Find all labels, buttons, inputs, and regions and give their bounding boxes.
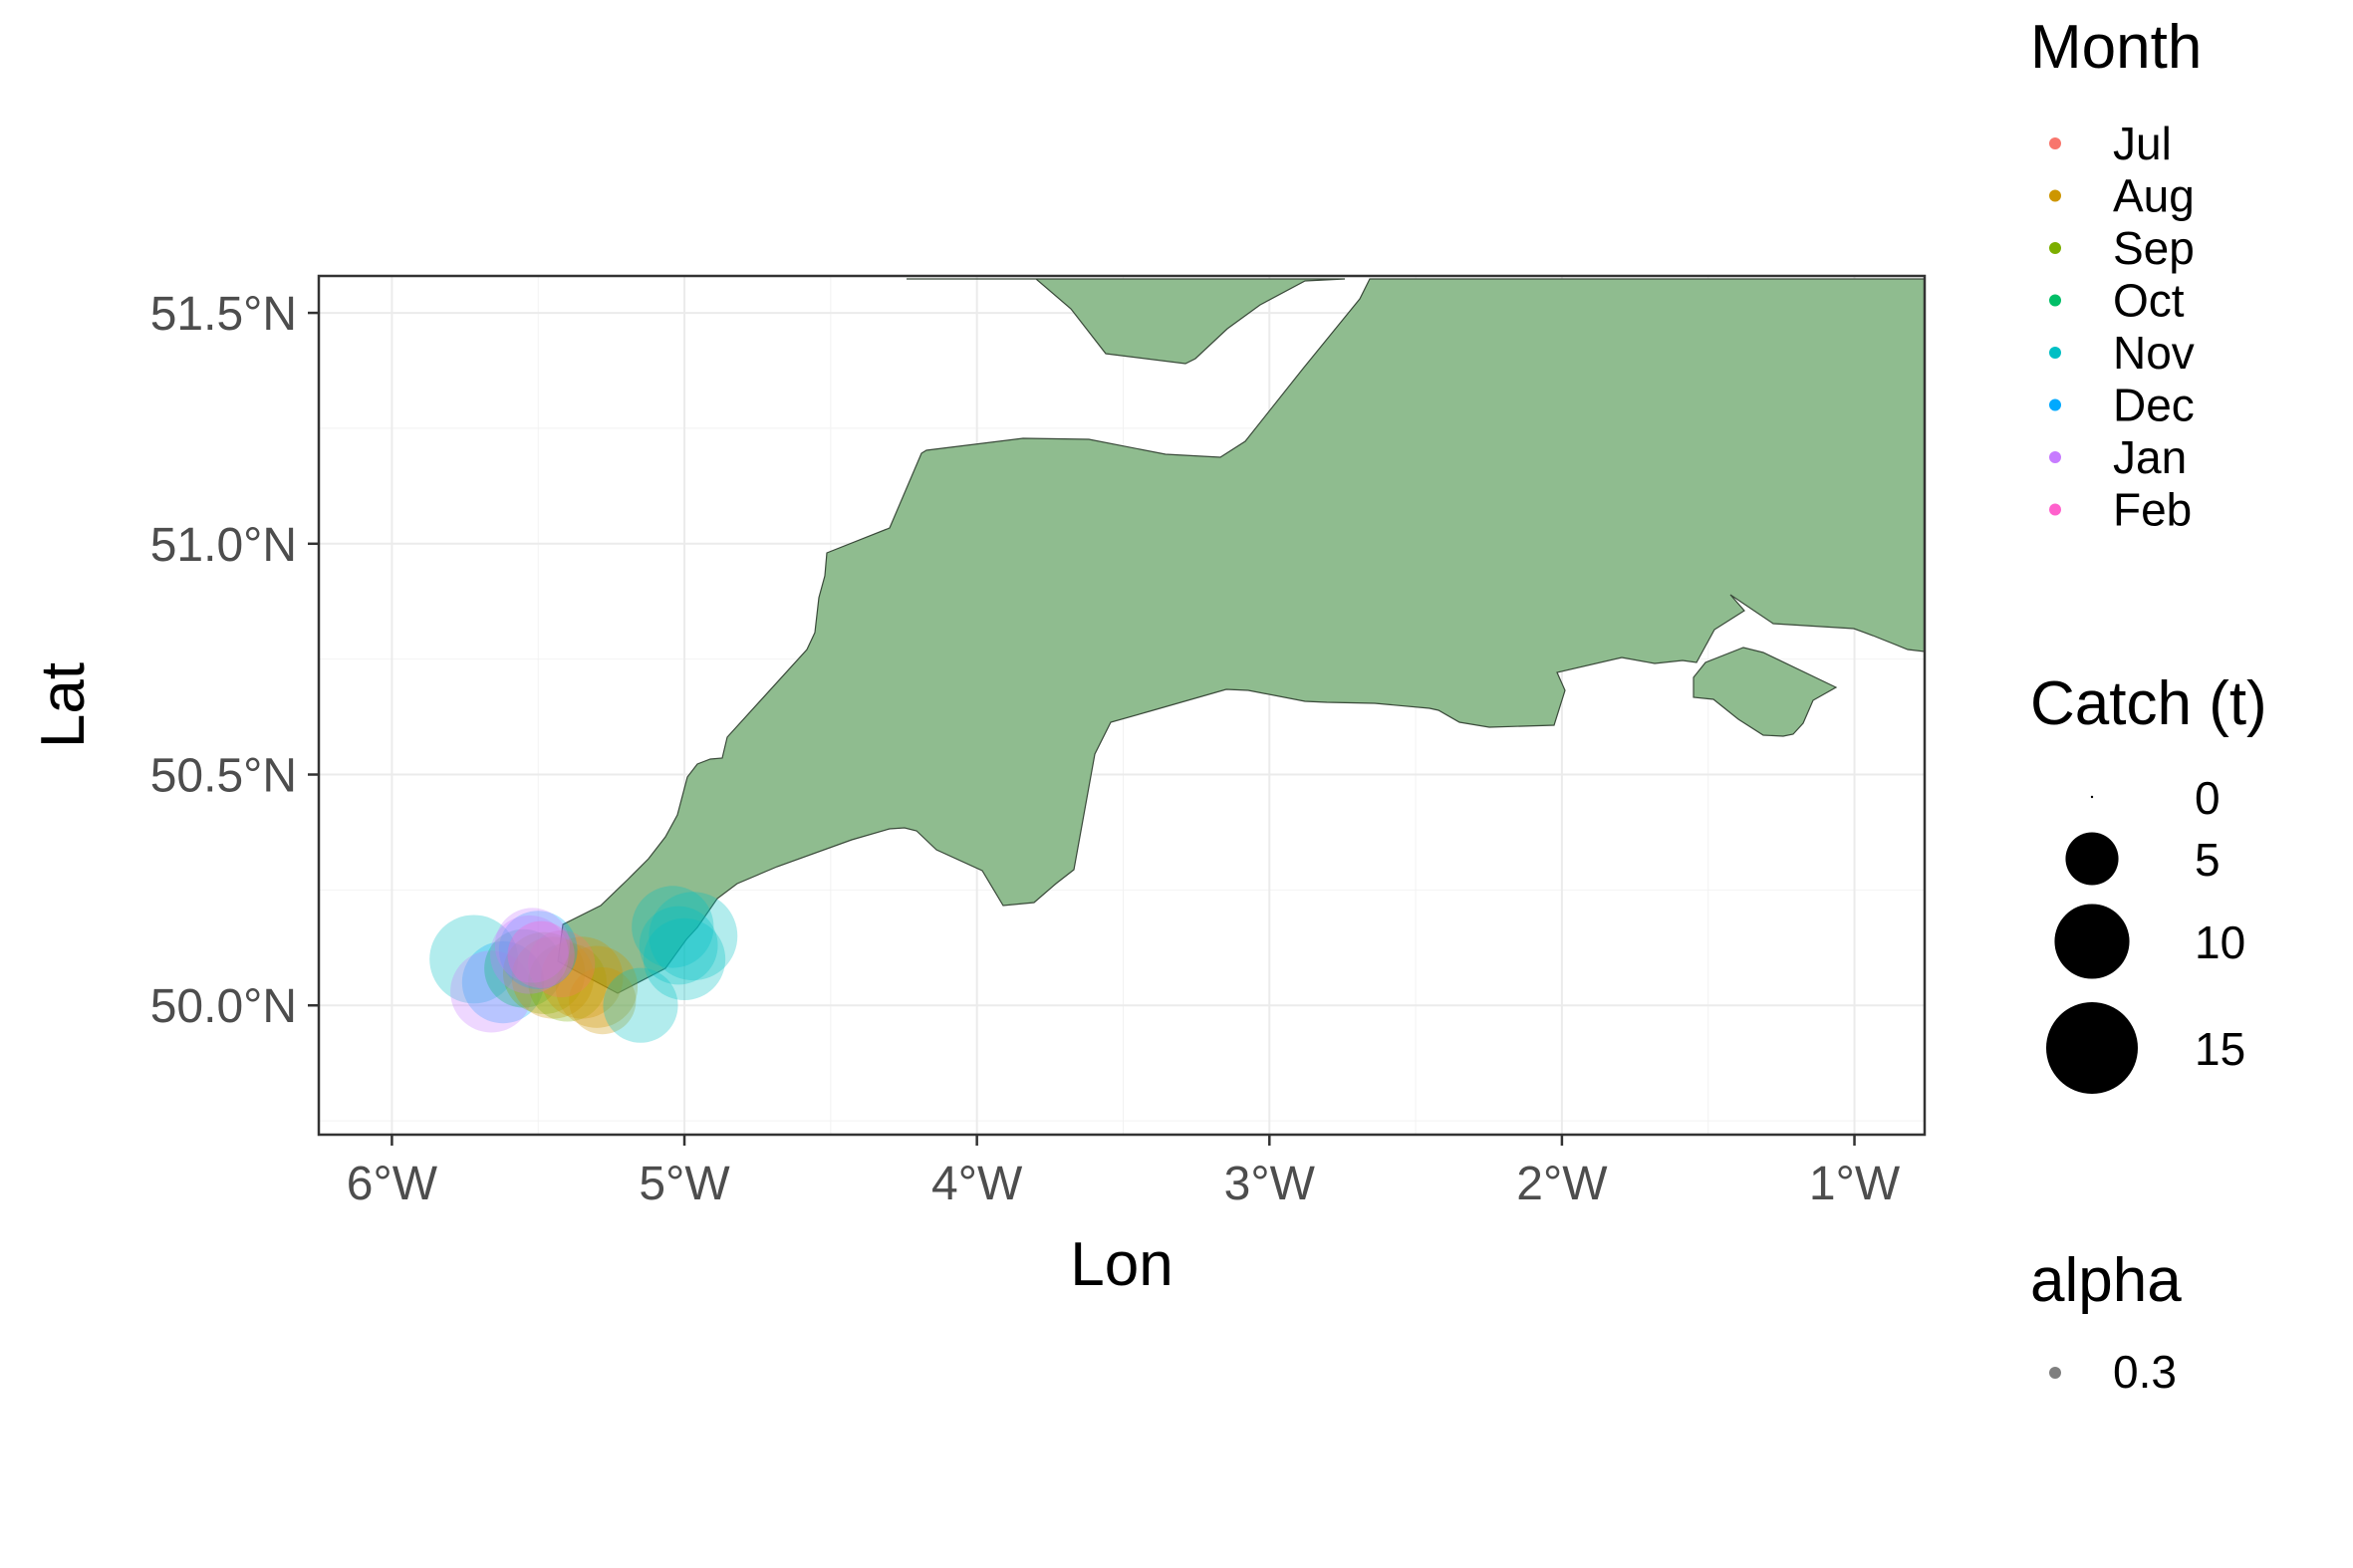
catch-point xyxy=(502,931,586,1014)
catch-point xyxy=(555,945,639,1028)
catch-point xyxy=(484,928,563,1008)
catch-point xyxy=(450,950,533,1033)
legend-catch-key xyxy=(2046,1002,2138,1094)
catch-point xyxy=(643,917,726,1001)
legend-alpha-title: alpha xyxy=(2030,1246,2182,1315)
catch-point xyxy=(639,906,718,985)
legend-month-key xyxy=(2049,398,2061,411)
x-tick-label: 2°W xyxy=(1516,1158,1608,1210)
legend-month-label: Nov xyxy=(2113,327,2195,379)
land-north-coast xyxy=(907,278,1346,365)
legend-month-key xyxy=(2049,503,2061,516)
legend-month-key xyxy=(2049,294,2061,307)
legend-month-label: Jan xyxy=(2113,431,2187,483)
legend-alpha-key xyxy=(2049,1367,2061,1379)
x-tick-label: 4°W xyxy=(931,1158,1023,1210)
legend-catch-key xyxy=(2090,795,2094,799)
catch-point xyxy=(507,920,575,988)
legend-month-key xyxy=(2049,347,2061,359)
x-tick-label: 1°W xyxy=(1809,1158,1901,1210)
catch-point xyxy=(649,892,738,981)
catch-point xyxy=(603,967,678,1043)
catch-point xyxy=(490,915,569,994)
y-tick-label: 50.5°N xyxy=(150,750,297,803)
legend-month-key xyxy=(2049,451,2061,463)
legend-month-title: Month xyxy=(2030,13,2202,82)
catch-point xyxy=(494,908,570,983)
catch-point xyxy=(541,936,624,1019)
legend-catch: Catch (t) 0 5 10 15 xyxy=(2030,669,2267,1094)
catch-point xyxy=(528,942,607,1022)
legend-month-label: Oct xyxy=(2113,275,2185,327)
land-mainland xyxy=(557,278,1925,994)
legend-catch-key xyxy=(2054,904,2130,979)
y-axis-title: Lat xyxy=(29,662,98,748)
x-tick-label: 5°W xyxy=(639,1158,730,1210)
x-axis: 6°W 5°W 4°W 3°W 2°W 1°W xyxy=(347,1135,1901,1210)
catch-point xyxy=(569,967,637,1035)
catch-point xyxy=(498,911,578,990)
legend-catch-key xyxy=(2065,832,2119,886)
legend-month-label: Feb xyxy=(2113,484,2192,536)
legend-catch-label: 15 xyxy=(2195,1023,2245,1075)
catch-point xyxy=(461,940,545,1024)
catch-point xyxy=(429,915,519,1004)
legend-month-label: Sep xyxy=(2113,222,2195,274)
catch-point xyxy=(632,886,714,968)
legend-catch-title: Catch (t) xyxy=(2030,669,2267,738)
legend-month-key xyxy=(2049,189,2061,202)
plot-panel-border xyxy=(317,274,1927,1137)
legend-catch-label: 0 xyxy=(2195,772,2221,824)
legend-catch-label: 5 xyxy=(2195,834,2221,886)
x-axis-title: Lon xyxy=(1070,1230,1173,1299)
x-tick-label: 3°W xyxy=(1224,1158,1316,1210)
legend-alpha-label: 0.3 xyxy=(2113,1346,2177,1398)
legend-catch-label: 10 xyxy=(2195,916,2245,968)
y-tick-label: 50.0°N xyxy=(150,980,297,1033)
legend-alpha: alpha 0.3 xyxy=(2030,1246,2182,1398)
legend-month-label: Jul xyxy=(2113,118,2172,169)
y-tick-label: 51.5°N xyxy=(150,288,297,341)
catch-point xyxy=(511,936,595,1019)
y-tick-label: 51.0°N xyxy=(150,519,297,572)
y-axis: 50.0°N 50.5°N 51.0°N 51.5°N xyxy=(150,288,319,1033)
legend-month-label: Aug xyxy=(2113,170,2195,222)
x-tick-label: 6°W xyxy=(347,1158,438,1210)
catch-points xyxy=(429,886,738,1043)
legend-month-label: Dec xyxy=(2113,380,2195,431)
land-isle-of-wight xyxy=(1693,647,1838,737)
legend-month-key xyxy=(2049,137,2061,149)
legend-month-key xyxy=(2049,242,2061,254)
catch-point xyxy=(528,929,596,998)
